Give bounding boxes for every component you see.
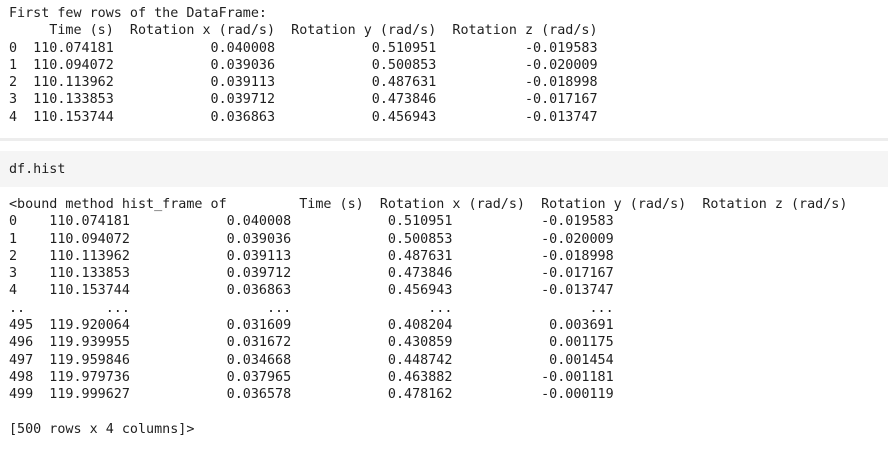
dataframe-head-output: First few rows of the DataFrame: Time (s… bbox=[9, 6, 598, 125]
code-cell-input[interactable]: df.hist bbox=[9, 162, 66, 177]
output-area-head: First few rows of the DataFrame: Time (s… bbox=[0, 0, 888, 138]
code-cell[interactable]: df.hist bbox=[0, 151, 888, 187]
output-area-hist: <bound method hist_frame of Time (s) Rot… bbox=[0, 190, 888, 459]
hist-method-output: <bound method hist_frame of Time (s) Rot… bbox=[9, 197, 848, 437]
cell-divider bbox=[0, 138, 888, 141]
